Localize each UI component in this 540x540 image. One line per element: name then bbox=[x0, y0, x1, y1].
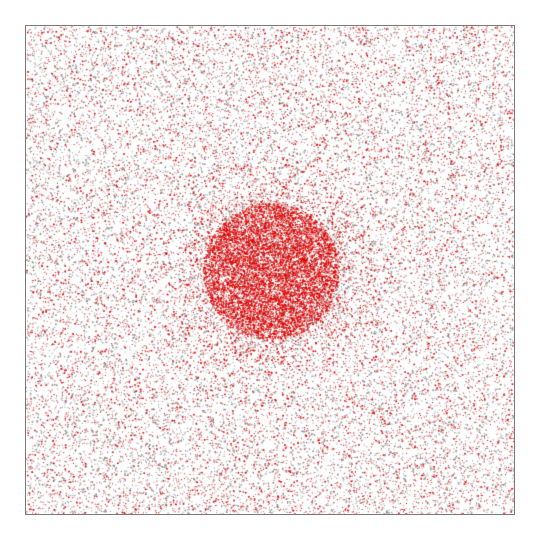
image-frame bbox=[25, 25, 515, 515]
particle-field-canvas bbox=[26, 26, 514, 514]
